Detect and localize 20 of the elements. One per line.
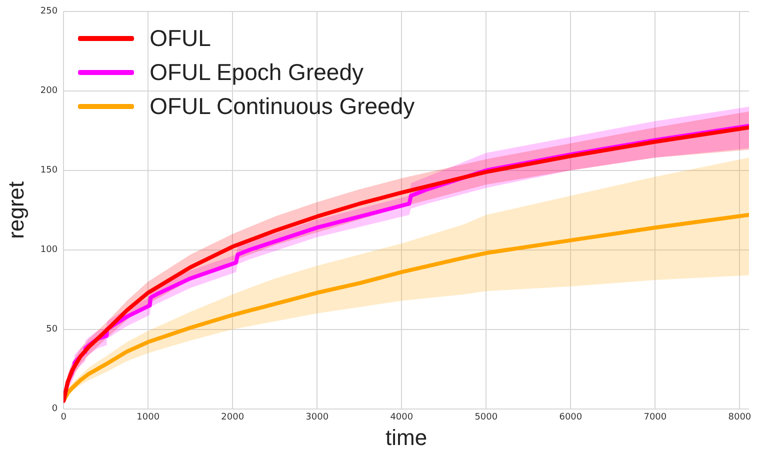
x-axis-title: time [386,424,428,450]
x-tick-label: 7000 [644,412,667,423]
x-tick-label: 0 [60,412,67,423]
y-tick-label: 50 [46,324,58,335]
x-tick-label: 3000 [306,412,329,423]
y-tick-label: 100 [40,245,58,256]
y-tick-label: 150 [40,166,58,176]
x-tick-label: 4000 [390,412,414,423]
x-tick-label: 5000 [474,412,498,423]
x-tick-label: 8000 [728,412,752,423]
legend-label: OFUL [150,24,211,52]
x-tick-label: 1000 [136,412,160,423]
legend-label: OFUL Epoch Greedy [150,58,364,86]
x-tick-label: 6000 [559,412,582,423]
y-tick-label: 200 [40,86,58,96]
x-tick-label: 2000 [221,412,244,423]
legend-label: OFUL Continuous Greedy [150,92,415,120]
y-tick-label: 0 [52,404,58,414]
y-tick-label: 250 [40,6,58,17]
y-axis-title: regret [3,181,28,239]
